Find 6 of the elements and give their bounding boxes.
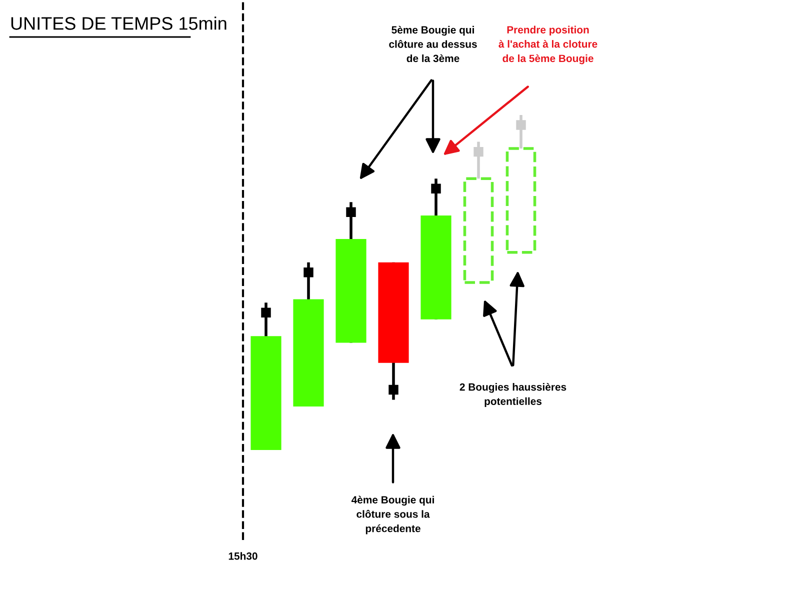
chart-title: UNITES DE TEMPS 15min (11, 16, 226, 30)
text: Prendre position à l'achat à la cloture de la 5ème Bougie (498, 26, 598, 64)
text: 15h30 (228, 552, 258, 560)
text: 5ème Bougie qui clôture au dessus de la 3ème (389, 26, 477, 62)
text: 4ème Bougie qui clôture sous la précedente (351, 496, 434, 534)
annotation: 2 Bougies haussières potentielles (460, 382, 566, 408)
